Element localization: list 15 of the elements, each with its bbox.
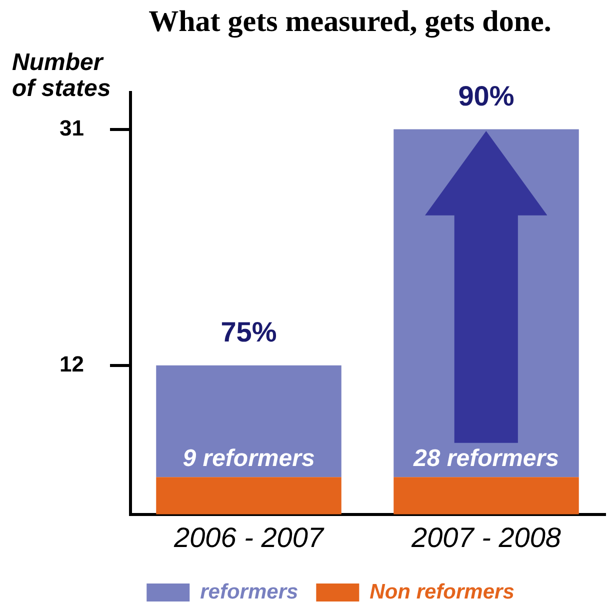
y-tick-label: 31: [60, 115, 84, 140]
legend-label: Non reformers: [370, 580, 514, 604]
x-tick-label: 2007 - 2008: [410, 522, 562, 553]
legend-label: reformers: [200, 580, 298, 604]
data-label: 28 reformers: [412, 444, 559, 472]
annotation: 75%: [220, 316, 277, 348]
data-label: 9 reformers: [182, 444, 315, 472]
bar: [394, 477, 579, 514]
annotation: 90%: [458, 80, 514, 112]
bar: [156, 365, 342, 478]
y-axis-title: Number of states: [12, 49, 112, 102]
chart-title: What gets measured, gets done.: [148, 5, 552, 39]
x-tick-label: 2006 - 2007: [173, 522, 325, 553]
bar: [156, 477, 342, 514]
y-tick-label: 12: [60, 351, 84, 376]
